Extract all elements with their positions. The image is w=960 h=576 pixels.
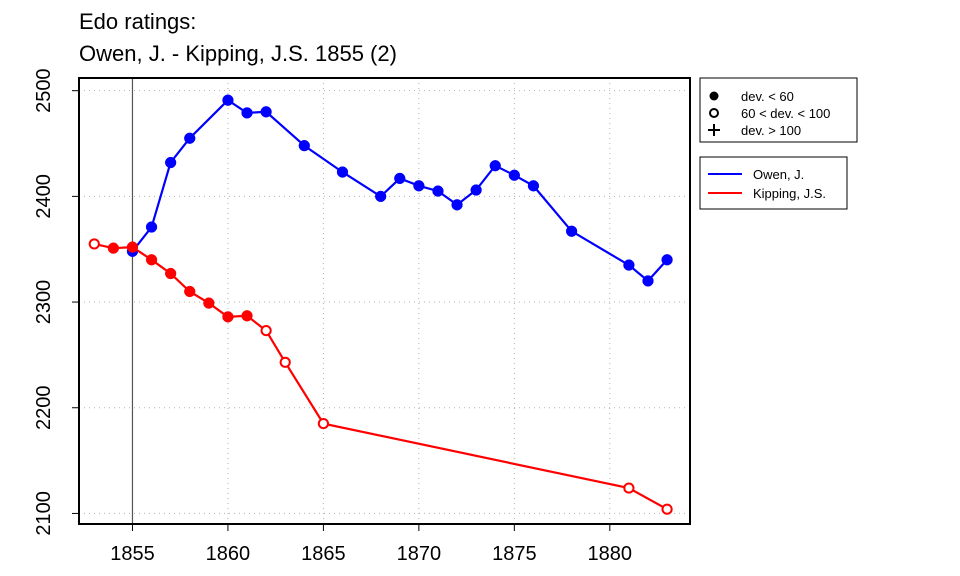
- plot-area-frame: [78, 77, 691, 525]
- y-tick-label: 2100: [33, 491, 55, 536]
- data-point-filled: [432, 185, 444, 197]
- data-point-filled: [260, 106, 272, 118]
- data-point-filled: [145, 254, 158, 266]
- data-point-filled: [451, 199, 463, 211]
- series-legend-label: Kipping, J.S.: [753, 186, 826, 201]
- data-point-filled: [222, 311, 234, 323]
- data-point-filled: [165, 267, 177, 280]
- axes: 1855 1860 1865 1870 1875 1880 2100 2200 2300 2400…: [33, 68, 632, 565]
- data-point-filled: [298, 139, 310, 152]
- data-point-filled: [527, 180, 540, 192]
- data-point-filled: [165, 156, 177, 169]
- grid-lines: [79, 78, 690, 524]
- data-point-open: [623, 482, 635, 494]
- chart-title-line1: Edo ratings:: [79, 9, 197, 34]
- series-legend-box: [699, 156, 848, 210]
- data-point-filled: [107, 242, 120, 254]
- x-tick-label: 1865: [301, 543, 346, 565]
- data-point-filled: [222, 94, 234, 106]
- data-point-filled: [565, 225, 578, 237]
- x-tick-label: 1860: [206, 543, 251, 565]
- data-point-filled: [203, 297, 215, 309]
- data-point-filled: [145, 221, 158, 233]
- symbol-legend-label: dev. > 100: [741, 123, 801, 138]
- series-legend: Owen, J. Kipping, J.S.: [699, 156, 848, 210]
- symbol-legend-box: [699, 77, 858, 143]
- series-legend-label: Owen, J.: [753, 167, 804, 182]
- data-point-filled: [489, 160, 501, 172]
- data-point-open: [88, 238, 100, 250]
- data-point-open: [661, 503, 673, 515]
- y-tick-label: 2200: [33, 385, 55, 430]
- symbol-legend-label: dev. < 60: [741, 89, 794, 104]
- x-tick-label: 1870: [397, 543, 442, 565]
- data-point-open: [260, 324, 272, 337]
- series-layer: [88, 94, 673, 515]
- open-circle-symbol: [709, 108, 719, 118]
- data-point-filled: [241, 310, 253, 322]
- data-point-filled: [661, 254, 673, 266]
- series-line: [131, 98, 668, 283]
- y-tick-label: 2500: [33, 68, 55, 113]
- data-point-open: [317, 417, 329, 430]
- y-tick-label: 2300: [33, 280, 55, 325]
- data-point-filled: [241, 107, 253, 119]
- data-point-filled: [508, 169, 520, 181]
- data-point-filled: [394, 172, 406, 185]
- data-point-filled: [126, 241, 139, 253]
- series-owen-j: [126, 94, 673, 287]
- series-line: [94, 242, 668, 511]
- filled-circle-symbol: [709, 91, 719, 101]
- x-tick-label: 1875: [492, 543, 537, 565]
- data-point-filled: [470, 184, 482, 196]
- symbol-legend-label: 60 < dev. < 100: [741, 106, 830, 121]
- data-point-filled: [184, 132, 196, 144]
- data-point-filled: [413, 180, 425, 192]
- data-point-open: [279, 356, 291, 368]
- symbol-legend: dev. < 60 60 < dev. < 100 dev. > 100: [699, 77, 858, 143]
- data-point-filled: [642, 275, 654, 287]
- y-tick-label: 2400: [33, 174, 55, 219]
- chart-title-line2: Owen, J. - Kipping, J.S. 1855 (2): [79, 41, 397, 66]
- x-tick-label: 1855: [110, 543, 155, 565]
- data-point-filled: [623, 259, 635, 271]
- x-tick-label: 1880: [588, 543, 633, 565]
- data-point-filled: [184, 285, 196, 298]
- series-kipping-j-s: [88, 238, 673, 515]
- data-point-filled: [375, 190, 387, 203]
- data-point-filled: [336, 166, 349, 178]
